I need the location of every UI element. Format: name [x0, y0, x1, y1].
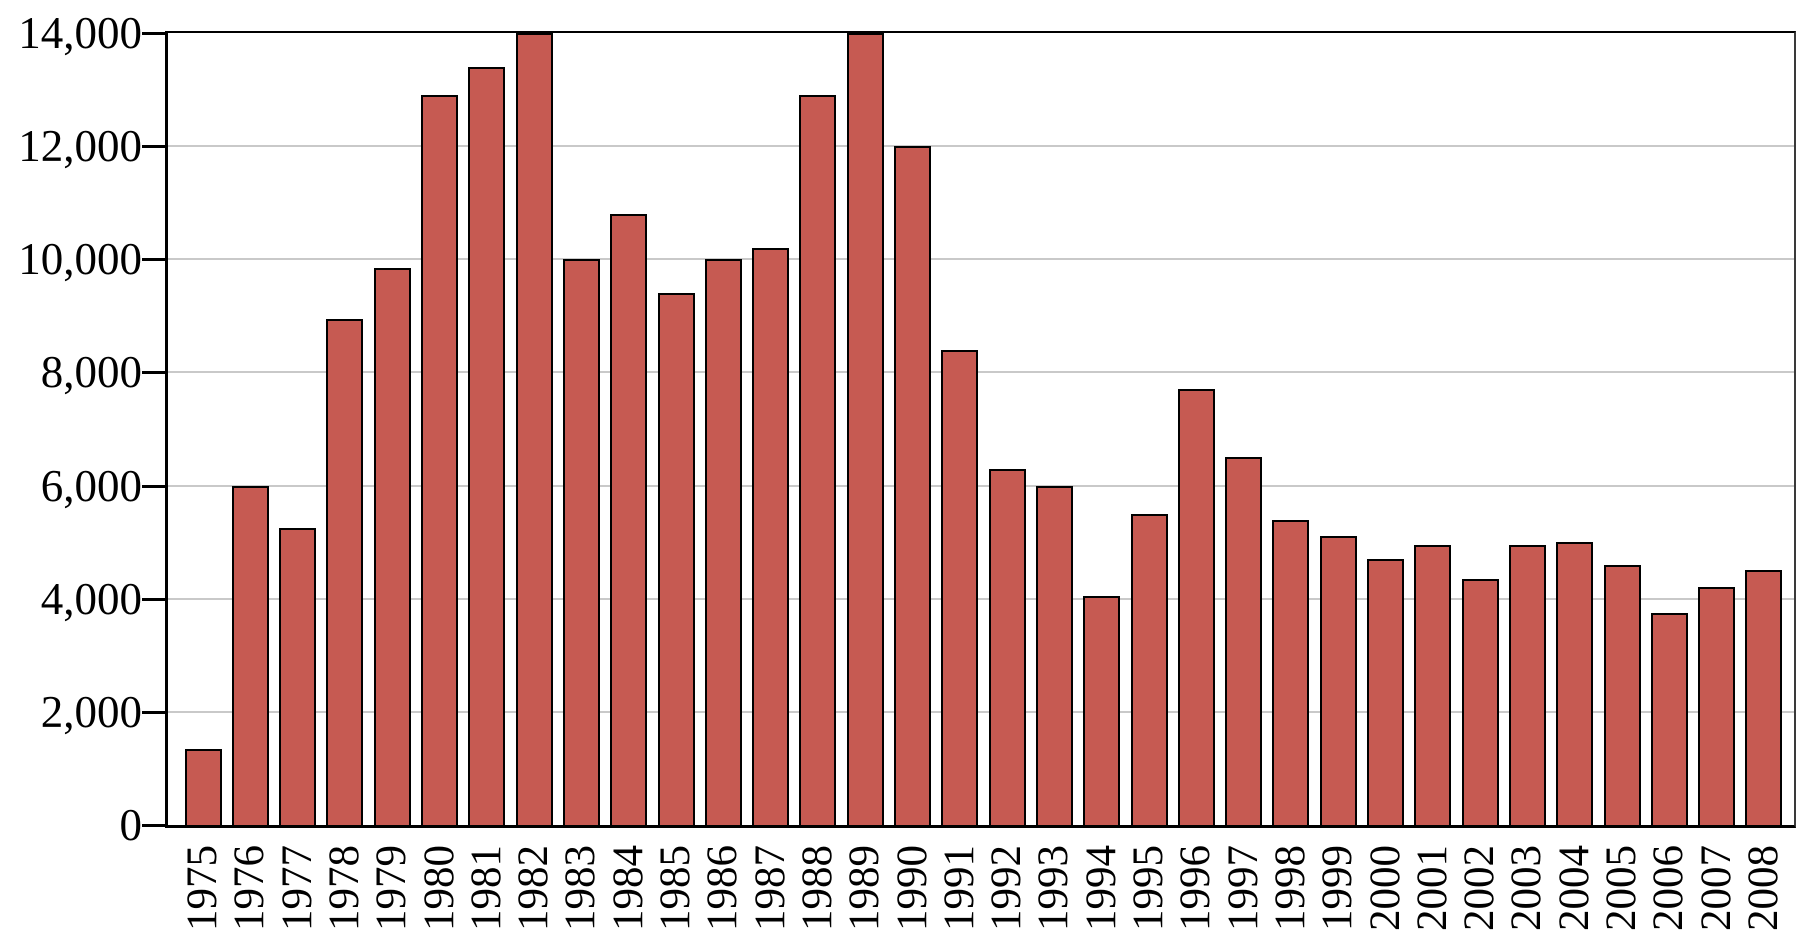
x-axis-tick-label: 1976 — [226, 845, 274, 931]
gridline — [168, 371, 1794, 374]
y-axis-tick — [142, 597, 165, 601]
gridline — [168, 145, 1794, 148]
bar-1989 — [846, 33, 884, 825]
x-axis-tick-label: 1975 — [179, 845, 226, 931]
x-axis-tick-label: 1979 — [368, 845, 416, 931]
bar-1998 — [1272, 520, 1310, 825]
bar-2001 — [1414, 545, 1452, 825]
bar-2006 — [1650, 613, 1688, 825]
x-axis-tick-label: 2005 — [1598, 845, 1645, 931]
y-axis-tick-label: 8,000 — [40, 347, 142, 398]
x-axis-tick-label: 1993 — [1030, 845, 1078, 931]
x-axis-tick-label: 1997 — [1219, 845, 1267, 931]
x-axis-tick-label: 1999 — [1314, 845, 1362, 931]
bar-2005 — [1603, 565, 1641, 825]
y-axis-tick-label: 12,000 — [18, 121, 142, 172]
x-axis-tick-label: 2001 — [1408, 845, 1456, 931]
bar-1986 — [704, 259, 742, 825]
bar-2007 — [1698, 587, 1736, 825]
y-axis-tick — [142, 32, 165, 35]
x-axis-tick-label: 1981 — [462, 845, 510, 931]
x-axis-tick-label: 2002 — [1456, 845, 1504, 931]
x-axis-tick-label: 1984 — [604, 845, 652, 931]
x-axis-tick-label: 1985 — [652, 845, 699, 931]
bar-2002 — [1461, 579, 1499, 825]
x-axis-tick-label: 1982 — [510, 845, 558, 931]
bar-1988 — [799, 95, 837, 825]
bar-1980 — [421, 95, 458, 825]
y-axis-tick — [142, 258, 165, 262]
x-axis-tick-label: 1988 — [793, 845, 841, 931]
x-axis-tick-label: 2003 — [1503, 845, 1551, 931]
bar-1990 — [894, 146, 931, 825]
x-axis-tick-label: 1980 — [415, 845, 463, 931]
gridline — [168, 484, 1794, 487]
bar-1982 — [515, 33, 553, 825]
bar-2004 — [1556, 542, 1594, 825]
bar-1983 — [562, 259, 600, 825]
x-axis-tick-label: 1986 — [699, 845, 747, 931]
x-axis-tick-label: 1995 — [1125, 845, 1172, 931]
x-axis-tick-label: 1996 — [1172, 845, 1220, 931]
bar-2003 — [1508, 545, 1546, 825]
bar-1979 — [373, 268, 411, 825]
bar-1999 — [1319, 536, 1357, 825]
bar-1992 — [988, 469, 1026, 825]
bar-2000 — [1367, 559, 1404, 825]
bar-1985 — [657, 293, 695, 825]
bar-1978 — [326, 319, 364, 825]
y-axis-tick — [142, 710, 165, 714]
bar-1991 — [941, 350, 979, 825]
bar-1995 — [1130, 514, 1168, 825]
bar-1981 — [468, 67, 506, 825]
y-axis-tick — [142, 484, 165, 488]
y-axis-tick — [142, 371, 165, 375]
bar-1984 — [610, 214, 648, 825]
plot-area — [165, 31, 1796, 828]
bar-2008 — [1745, 570, 1783, 825]
bar-1994 — [1083, 596, 1121, 825]
x-axis-tick-label: 1983 — [557, 845, 605, 931]
bar-1996 — [1177, 389, 1215, 825]
bar-1977 — [279, 528, 317, 825]
x-axis-tick-label: 2007 — [1692, 845, 1740, 931]
y-axis-tick-label: 2,000 — [40, 686, 142, 737]
bar-1976 — [231, 486, 269, 825]
gridline — [168, 597, 1794, 600]
y-axis-tick-label: 14,000 — [18, 8, 142, 58]
x-axis-tick-label: 1978 — [320, 845, 368, 931]
x-axis-tick-label: 1991 — [935, 845, 983, 931]
bar-1975 — [184, 749, 222, 825]
x-axis-tick-label: 2004 — [1550, 845, 1598, 931]
x-axis-tick-label: 2000 — [1361, 845, 1409, 931]
gridline — [168, 710, 1794, 713]
gridline — [168, 258, 1794, 261]
x-axis-tick-label: 1977 — [273, 845, 321, 931]
y-axis-tick — [142, 824, 165, 827]
y-axis-tick-label: 10,000 — [18, 234, 142, 285]
x-axis-tick-label: 1994 — [1077, 845, 1125, 931]
y-axis-tick-label: 6,000 — [40, 460, 142, 511]
y-axis-tick — [142, 145, 165, 149]
y-axis-tick-label: 4,000 — [40, 573, 142, 624]
x-axis-tick-label: 1989 — [841, 845, 889, 931]
x-axis-tick-label: 2006 — [1645, 845, 1693, 931]
x-axis-tick-label: 1987 — [746, 845, 794, 931]
bar-1987 — [752, 248, 790, 825]
x-axis-tick-label: 1990 — [888, 845, 936, 931]
x-axis-tick-label: 1992 — [983, 845, 1031, 931]
bar-1997 — [1225, 457, 1263, 825]
x-axis-tick-label: 2008 — [1739, 845, 1787, 931]
bar-1993 — [1035, 486, 1073, 825]
y-axis-tick-label: 0 — [119, 800, 143, 850]
x-axis-tick-label: 1998 — [1266, 845, 1314, 931]
